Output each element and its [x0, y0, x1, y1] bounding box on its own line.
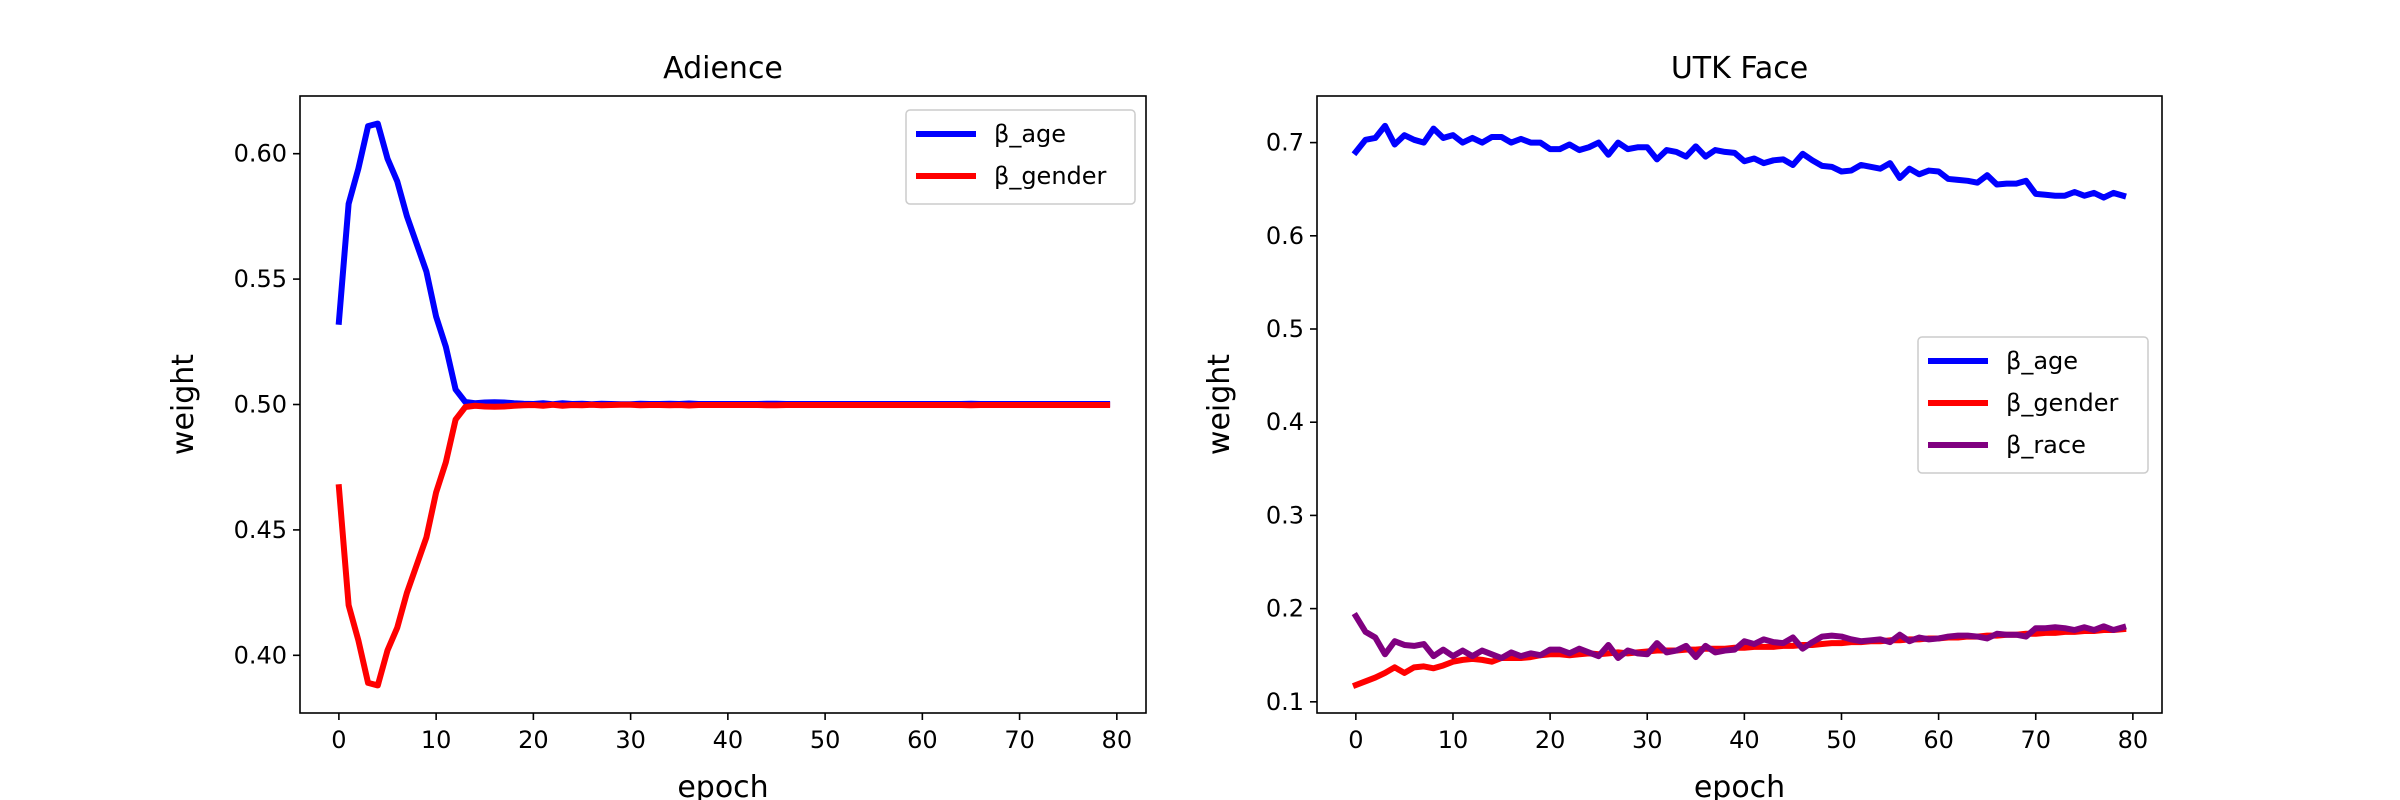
x-tick-label: 80: [2118, 726, 2149, 754]
y-tick-label: 0.2: [1266, 595, 1304, 623]
legend-label: β_age: [994, 120, 1066, 148]
legend: β_age β_gender β_race: [1917, 336, 2149, 474]
chart-title: UTK Face: [1671, 51, 1808, 86]
chart-panel-1: 0 10 20 30 40 50 60 70 80 0.40 0.45 0.50 0.55 0.60 Adi…: [166, 51, 1147, 800]
x-tick-label: 20: [1535, 726, 1566, 754]
legend-label: β_gender: [994, 162, 1107, 190]
series-line-race: [1351, 611, 2127, 662]
x-tick-label: 60: [1923, 726, 1954, 754]
x-axis-label: epoch: [1694, 770, 1785, 800]
y-tick-label: 0.60: [234, 140, 287, 168]
legend-label: β_age: [2006, 347, 2078, 375]
x-tick-label: 70: [1004, 726, 1035, 754]
x-tick-label: 60: [907, 726, 938, 754]
y-tick-label: 0.1: [1266, 688, 1304, 716]
legend-label: β_race: [2006, 431, 2086, 459]
y-tick-label: 0.7: [1266, 129, 1304, 157]
legend-box: [1917, 336, 2149, 474]
y-tick-label: 0.45: [234, 516, 287, 544]
y-tick-label: 0.55: [234, 265, 287, 293]
plot-area: [1351, 122, 2127, 689]
y-axis: 0.40 0.45 0.50 0.55 0.60: [234, 140, 300, 669]
x-tick-label: 30: [1632, 726, 1663, 754]
series-line-gender: [335, 401, 1111, 689]
x-tick-label: 40: [713, 726, 744, 754]
chart-panel-2: 0 10 20 30 40 50 60 70 80 0.1 0.2 0.3 0.4 0.5 0.6 0.7 UT…: [1202, 51, 2163, 800]
x-tick-label: 50: [810, 726, 841, 754]
x-tick-label: 10: [1438, 726, 1469, 754]
y-tick-label: 0.4: [1266, 408, 1304, 436]
axes-frame: [1316, 95, 2163, 714]
x-tick-label: 50: [1826, 726, 1857, 754]
chart-title: Adience: [663, 51, 783, 86]
x-tick-label: 70: [2020, 726, 2051, 754]
y-tick-label: 0.6: [1266, 222, 1304, 250]
y-axis: 0.1 0.2 0.3 0.4 0.5 0.6 0.7: [1266, 129, 1317, 716]
x-tick-label: 0: [1348, 726, 1363, 754]
x-tick-label: 0: [331, 726, 346, 754]
x-tick-label: 40: [1729, 726, 1760, 754]
y-axis-label: weight: [1202, 354, 1237, 455]
legend: β_age β_gender: [905, 109, 1136, 205]
x-tick-label: 20: [518, 726, 549, 754]
x-tick-label: 80: [1102, 726, 1133, 754]
x-tick-label: 10: [421, 726, 452, 754]
x-axis-label: epoch: [677, 770, 768, 800]
y-tick-label: 0.5: [1266, 315, 1304, 343]
series-line-age: [1351, 122, 2127, 201]
y-tick-label: 0.3: [1266, 501, 1304, 529]
y-tick-label: 0.40: [234, 641, 287, 669]
x-axis: 0 10 20 30 40 50 60 70 80: [331, 713, 1132, 754]
y-axis-label: weight: [166, 354, 201, 455]
x-tick-label: 30: [615, 726, 646, 754]
y-tick-label: 0.50: [234, 391, 287, 419]
legend-label: β_gender: [2006, 389, 2119, 417]
plot-area: [335, 120, 1111, 689]
x-axis: 0 10 20 30 40 50 60 70 80: [1348, 713, 2148, 754]
